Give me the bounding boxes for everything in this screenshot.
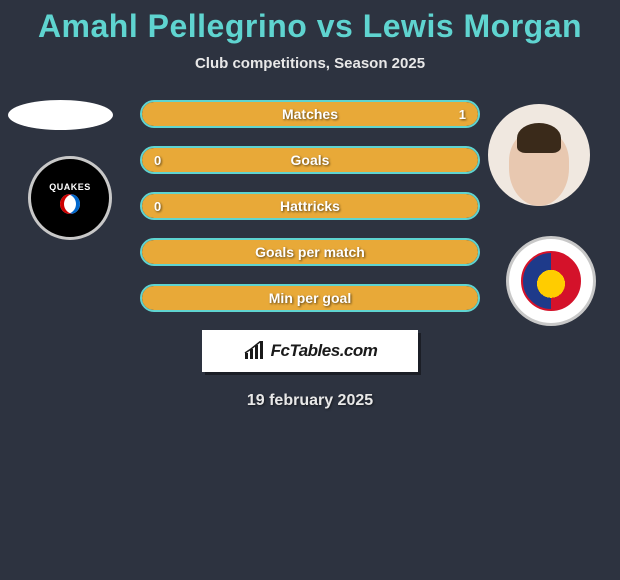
stat-bar: 0 Hattricks <box>140 192 480 220</box>
stat-bar: 0 Goals <box>140 146 480 174</box>
stat-left-value: 0 <box>154 199 161 214</box>
stat-bar: Goals per match <box>140 238 480 266</box>
stat-label: Goals per match <box>255 244 365 260</box>
stat-right-value: 1 <box>459 107 466 122</box>
redbull-icon <box>521 251 581 311</box>
face-icon <box>509 131 569 206</box>
comparison-area: QUAKES Matches 1 0 Goals 0 Hattricks <box>0 100 620 410</box>
subtitle: Club competitions, Season 2025 <box>0 55 620 72</box>
stat-label: Hattricks <box>280 198 340 214</box>
ball-icon <box>60 194 80 214</box>
left-club-badge: QUAKES <box>28 156 112 240</box>
page-title: Amahl Pellegrino vs Lewis Morgan <box>0 0 620 45</box>
right-club-badge <box>506 236 596 326</box>
branding-box: FcTables.com <box>202 330 418 372</box>
left-player-avatar <box>8 100 113 130</box>
stat-label: Goals <box>291 152 330 168</box>
stat-left-value: 0 <box>154 153 161 168</box>
right-player-avatar <box>488 104 590 206</box>
stat-label: Min per goal <box>269 290 351 306</box>
stat-bars: Matches 1 0 Goals 0 Hattricks Goals per … <box>140 100 480 312</box>
bar-chart-icon <box>243 341 267 361</box>
date-text: 19 february 2025 <box>0 392 620 410</box>
quakes-icon: QUAKES <box>49 182 91 192</box>
branding-text: FcTables.com <box>271 341 378 361</box>
stat-bar: Min per goal <box>140 284 480 312</box>
stat-bar: Matches 1 <box>140 100 480 128</box>
stat-label: Matches <box>282 106 338 122</box>
